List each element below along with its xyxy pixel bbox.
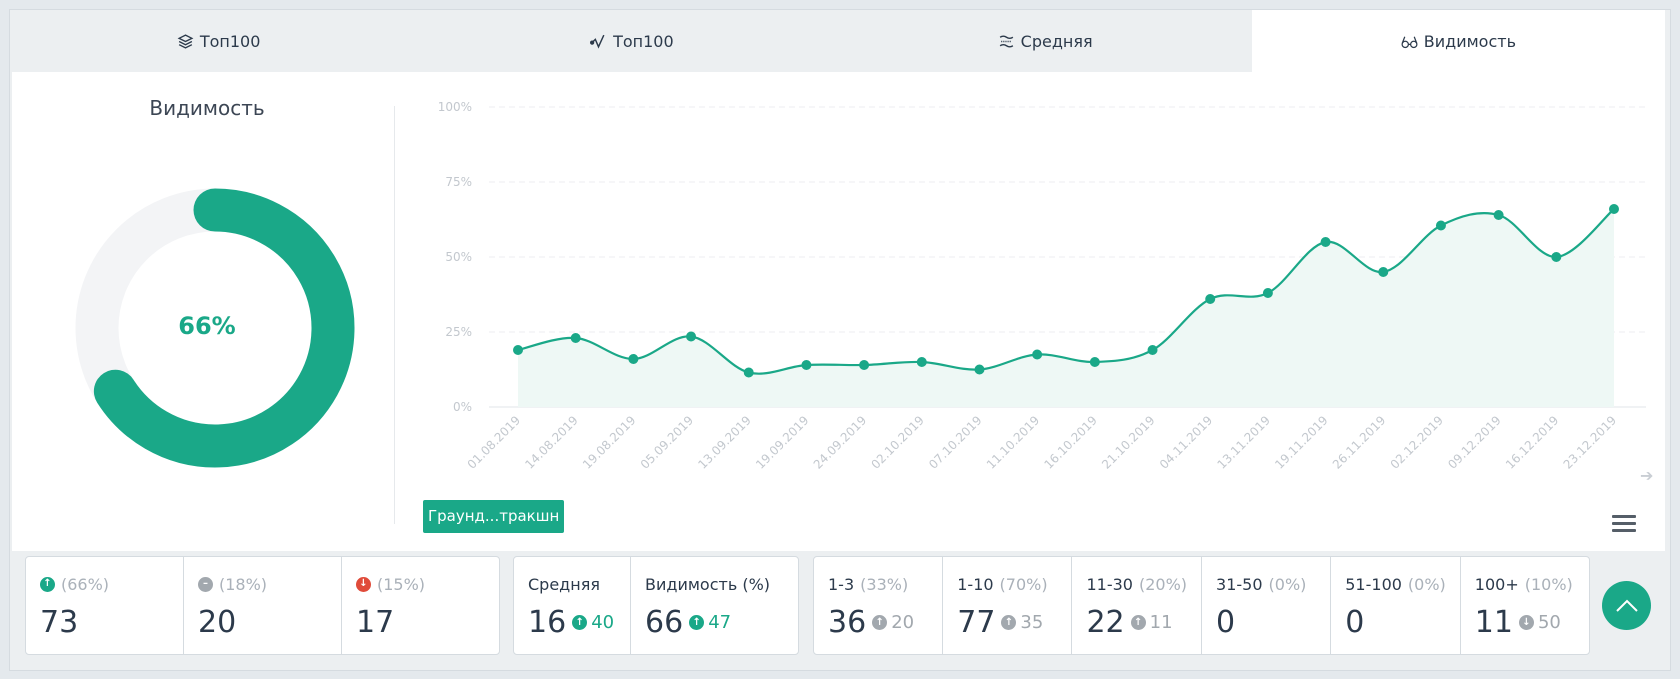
x-tick-label: 21.10.2019 [1099,413,1157,471]
tab-visibility[interactable]: Видимость [1251,10,1665,72]
stat-declined: ↓ (15%) 17 [356,574,426,640]
arrow-up-circle-icon: ↑ [572,615,588,630]
data-point [513,345,523,355]
data-point [1378,267,1389,277]
stat-range-100+: 100+ (10%) 11 ↓ 50 [1474,574,1573,641]
data-point [1262,288,1273,298]
visibility-donut [75,188,355,468]
arrow-up-circle-icon: ↑ [689,615,705,630]
activity-icon [590,34,605,49]
data-point [1609,204,1619,214]
stat-visibility: Видимость (%) 66 ↑ 47 [645,574,771,641]
series-area [518,209,1614,407]
data-point [801,360,812,370]
visibility-panel: Видимость 66% 0% 25% 50% 75% 100% 01.08.2019 1… [12,72,1665,551]
x-tick-label: 26.11.2019 [1330,413,1388,471]
data-point [1205,294,1216,304]
x-tick-label: 16.10.2019 [1041,413,1099,471]
x-tick-label: 07.10.2019 [926,413,984,471]
data-point [1493,210,1504,220]
data-point [916,357,927,367]
x-tick-label: 13.11.2019 [1215,413,1273,471]
data-point [743,367,754,378]
x-tick-label: 23.12.2019 [1561,413,1619,471]
chart-menu-icon[interactable] [1612,515,1636,535]
x-tick-label: 05.09.2019 [638,413,696,471]
minus-circle-icon: – [198,576,213,592]
data-point [974,364,985,375]
stat-unchanged: – (18%) 20 [184,557,342,654]
tab-average[interactable]: Средняя [839,10,1252,72]
layers-icon [177,33,194,49]
arrow-up-circle-icon: ↑ [1001,615,1017,630]
y-tick-label: 50% [445,250,472,264]
y-tick-label: 75% [445,175,472,189]
x-tick-label: 19.11.2019 [1272,413,1330,471]
legend-series-toggle[interactable]: Граунд...тракшн [423,500,565,533]
data-point [1147,345,1158,355]
arrow-right-icon[interactable]: ➔ [1640,466,1654,485]
x-tick-label: 09.12.2019 [1445,413,1503,471]
x-tick-label: 19.08.2019 [580,413,638,471]
x-tick-label: 13.09.2019 [695,413,753,471]
x-tick-label: 24.09.2019 [811,413,869,471]
y-tick-label: 0% [453,400,472,414]
donut-value: 66% [178,312,236,340]
data-point [1551,252,1562,262]
chevron-up-icon [1615,599,1638,612]
x-tick-label: 01.08.2019 [465,413,523,471]
data-point [1032,349,1043,360]
divider [394,106,395,524]
y-tick-label: 25% [445,325,472,339]
arrow-up-circle-icon: ↑ [1130,615,1146,630]
visibility-line-chart: 0% 25% 50% 75% 100% 01.08.2019 14.08.2019 19.08… [438,100,1646,472]
stat-range-11-30: 11-30 (20%) 22 ↑ 11 [1072,557,1203,654]
stat-improved: ↑ (66%) 73 [26,557,184,654]
tab-bar: Топ100 Топ100 Средняя Видимость [12,10,1665,72]
average-stats-group: Средняя 16 ↑ 40 Видимость (%) 66 ↑ 47 [513,556,799,655]
glasses-icon [1401,36,1418,48]
x-tick-label: 14.08.2019 [522,413,580,471]
waves-icon [999,34,1013,48]
tab-top100-layers[interactable]: Топ100 [12,10,425,72]
stat-range-31-50: 31-50 (0%) 0 [1202,557,1332,654]
data-point [1089,357,1100,367]
x-tick-label: 11.10.2019 [984,413,1042,471]
scroll-to-top-button[interactable] [1602,581,1651,630]
data-point [570,333,581,343]
data-point [628,354,639,364]
stat-range-1-10: 1-10 (70%) 77 ↑ 35 [943,557,1073,654]
data-point [859,360,870,370]
stat-range-51-100: 51-100 (0%) 0 [1331,557,1461,654]
arrow-up-circle-icon: ↑ [872,615,888,630]
arrow-down-circle-icon: ↓ [1518,615,1534,630]
x-tick-label: 19.09.2019 [753,413,811,471]
change-stats-group: ↑ (66%) 73 – (18%) 20 ↓ (15%) 17 [25,556,500,655]
data-point [1435,220,1446,231]
x-tick-label: 02.10.2019 [868,413,926,471]
arrow-up-circle-icon: ↑ [40,576,55,592]
stat-range-1-3: 1-3 (33%) 36 ↑ 20 [814,557,944,654]
x-tick-label: 02.12.2019 [1388,413,1446,471]
data-point [686,331,697,342]
range-stats-group: 1-3 (33%) 36 ↑ 20 1-10 (70%) 77 ↑ 35 11-30 (20%) 22 ↑… [813,556,1590,655]
x-tick-label: 04.11.2019 [1157,413,1215,471]
tab-top100-activity[interactable]: Топ100 [425,10,838,72]
y-tick-label: 100% [438,100,472,114]
arrow-down-circle-icon: ↓ [356,576,371,592]
x-tick-label: 16.12.2019 [1503,413,1561,471]
donut-title: Видимость [149,96,265,120]
widget-frame: Топ100 Топ100 Средняя Видимость Видимост… [9,9,1671,671]
data-point [1320,237,1331,247]
stat-average: Средняя 16 ↑ 40 [514,557,631,654]
donut-arc [93,188,355,468]
